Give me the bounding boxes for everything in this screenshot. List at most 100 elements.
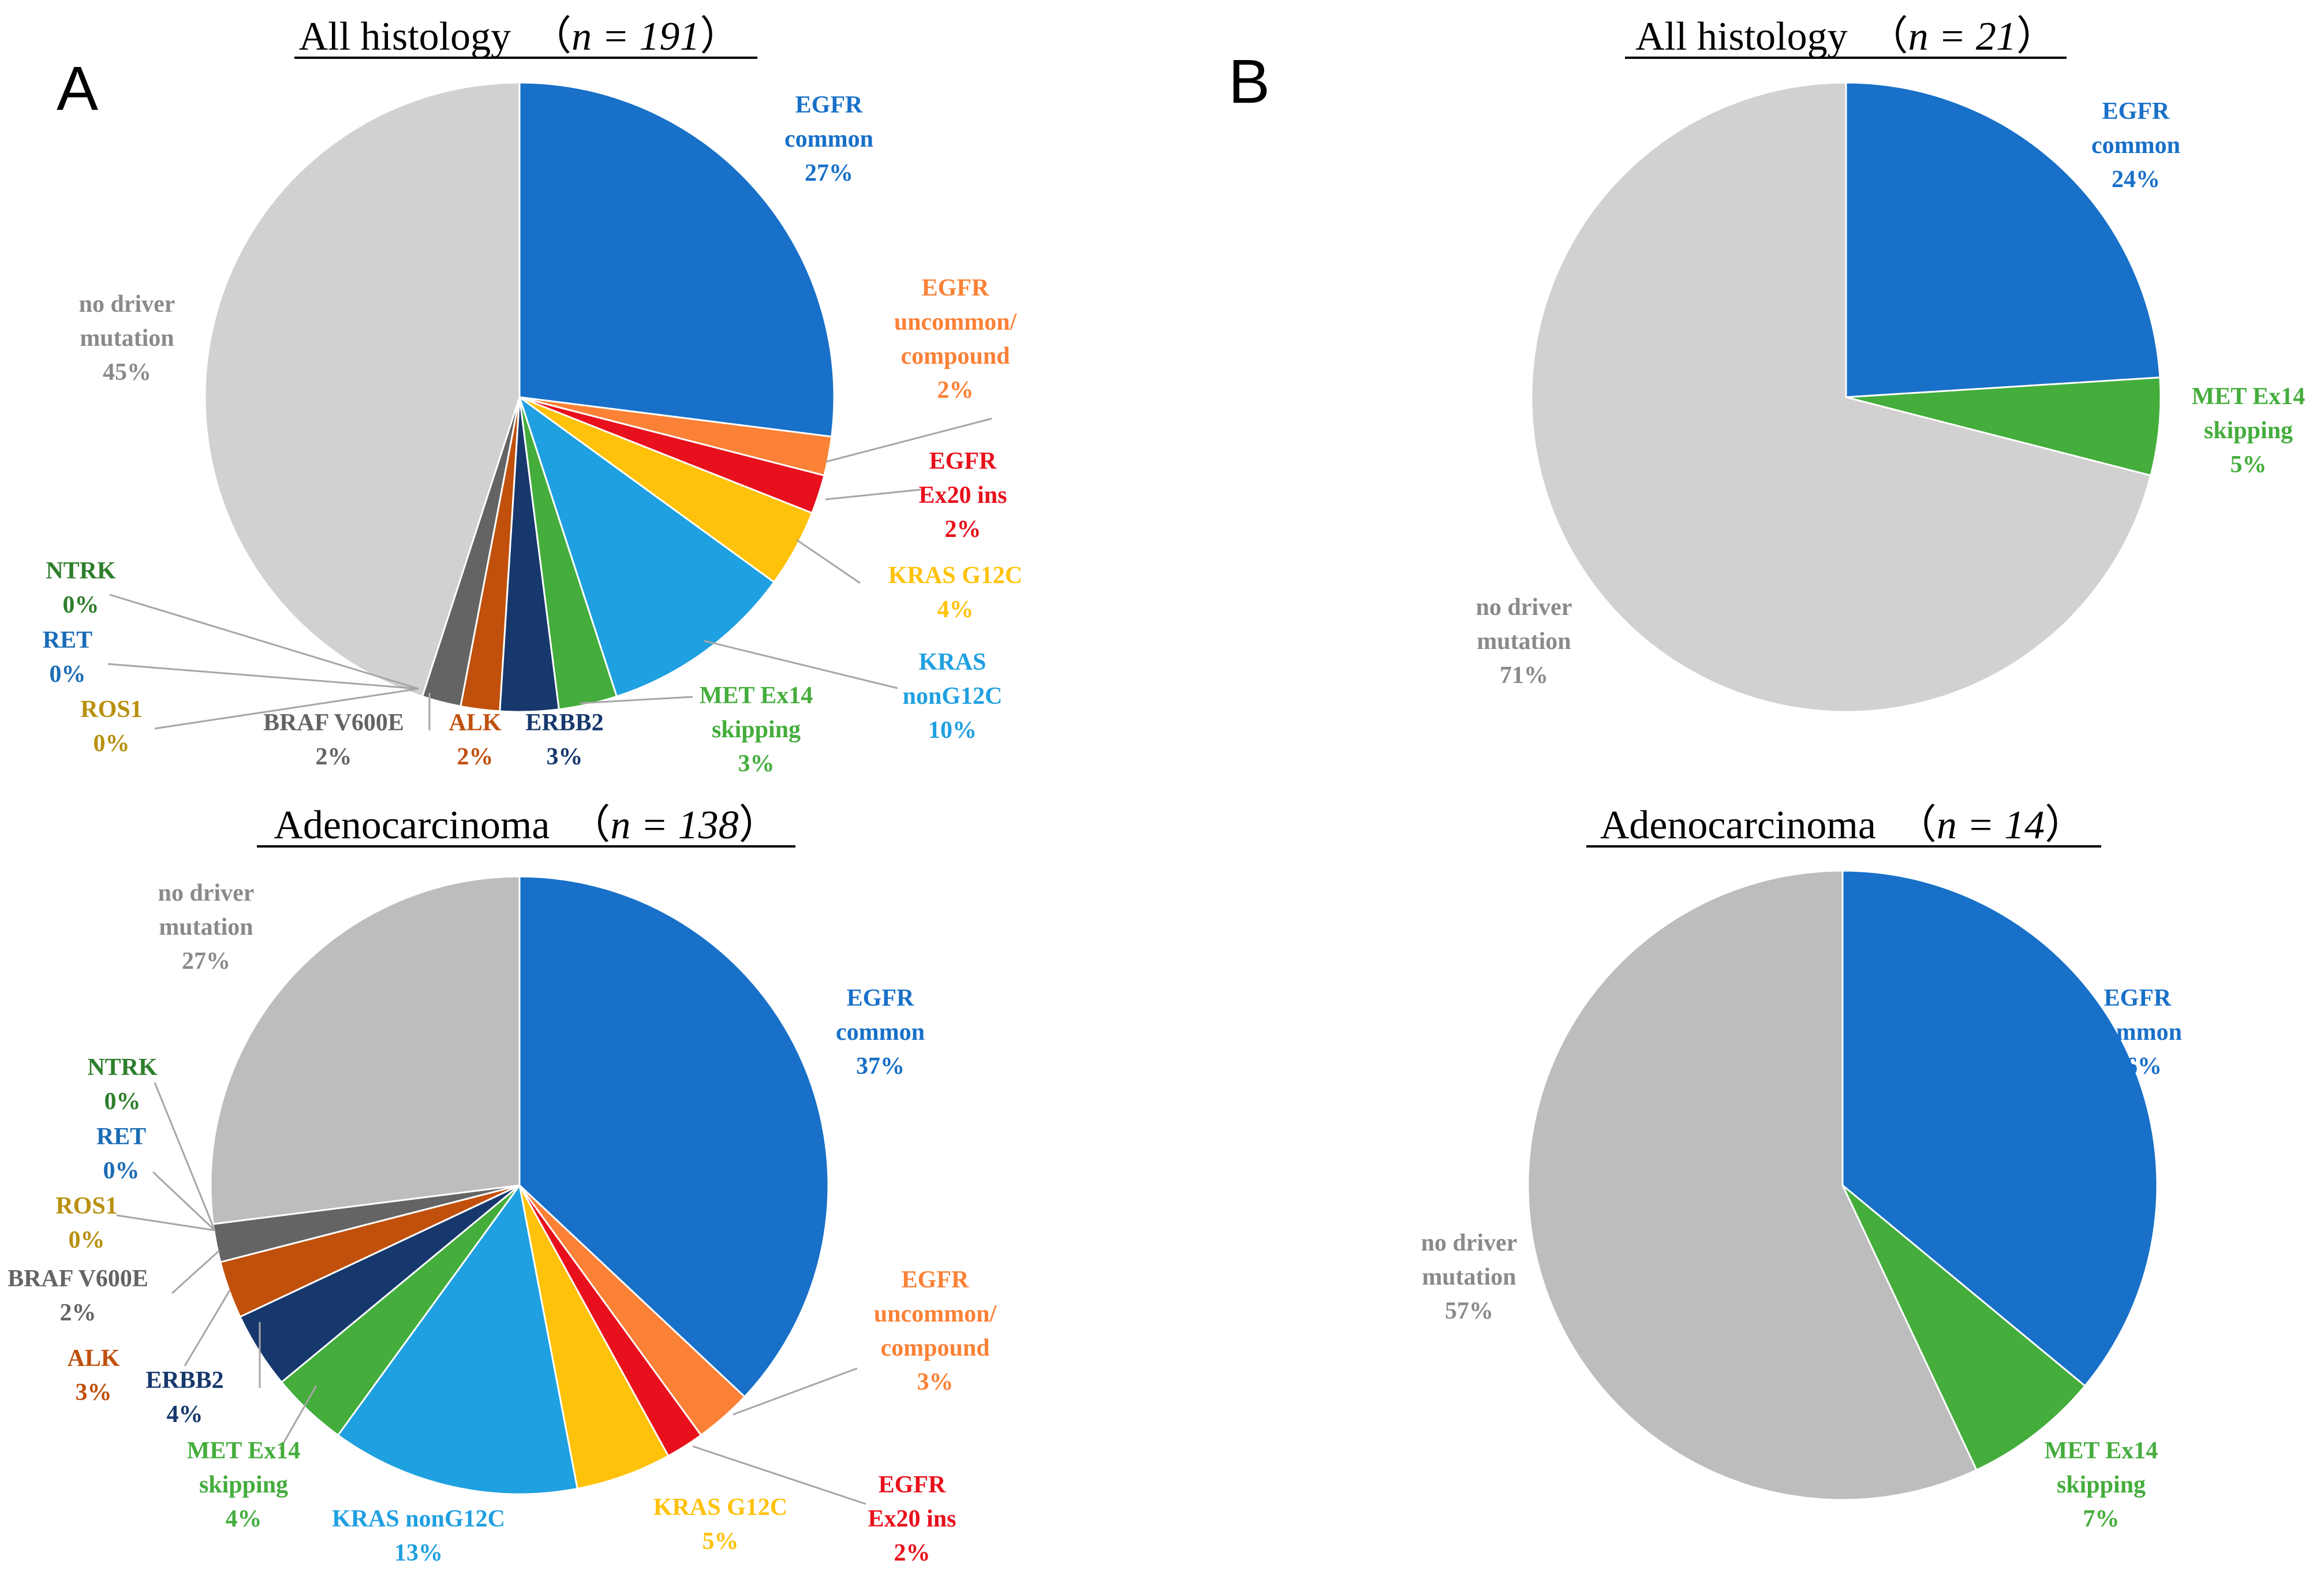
data-label-line: common: [836, 1019, 925, 1046]
data-label-egfr-common: EGFR common 27%: [784, 92, 873, 186]
data-label-line: 0%: [69, 1227, 105, 1253]
chart-title: Adenocarcinoma （n = 14）: [1600, 803, 2085, 848]
data-label-line: compound: [901, 343, 1010, 370]
data-label-line: EGFR: [2104, 985, 2172, 1012]
data-label-line: 3%: [76, 1379, 112, 1406]
data-label-line: 2%: [937, 377, 974, 404]
data-label-no-driver-mutation: no driver mutation 27%: [158, 880, 255, 975]
leader-line-ntrk: [109, 594, 419, 690]
data-label-alk: ALK 3%: [67, 1345, 119, 1406]
data-label-egfr-ex20-ins: EGFR Ex20 ins 2%: [919, 448, 1007, 543]
data-label-egfr-uncommon-compound: EGFR uncommon/compound 3%: [874, 1267, 997, 1395]
data-label-line: RET: [43, 627, 92, 654]
data-label-line: 27%: [182, 948, 230, 975]
data-label-kras-g12c: KRAS G12C 4%: [888, 562, 1022, 623]
leader-line-kras-g12c: [796, 539, 861, 584]
slice-no-driver-mutation: [1530, 81, 2152, 713]
slice-egfr-common: [518, 81, 835, 438]
data-label-line: 2%: [316, 744, 352, 770]
data-label-line: 7%: [2083, 1506, 2120, 1532]
data-label-line: KRAS G12C: [888, 562, 1022, 589]
data-label-line: skipping: [712, 716, 801, 743]
data-label-line: EGFR: [795, 92, 863, 118]
data-label-ntrk: NTRK 0%: [46, 558, 116, 618]
data-label-line: 3%: [547, 744, 583, 770]
data-label-line: 0%: [94, 730, 130, 757]
data-label-met-ex14-skipping: MET Ex14 skipping 5%: [2192, 383, 2305, 478]
leader-line-alk: [184, 1290, 231, 1367]
panel-label-a: A: [57, 53, 98, 123]
data-label-line: ROS1: [55, 1193, 117, 1219]
data-label-line: skipping: [199, 1472, 288, 1498]
data-label-ros1: ROS1 0%: [80, 696, 142, 757]
pie-chart-all-histology-b: All histology （n = 21） EGFR common 24% MET …: [1476, 14, 2305, 713]
data-label-line: EGFR: [929, 448, 997, 475]
data-label-line: 10%: [928, 717, 977, 744]
data-label-line: 4%: [167, 1401, 203, 1428]
pie-chart-all-histology-a: All histology （n = 191） EGFR common 27%EGF…: [43, 14, 1022, 777]
data-label-met-ex14-skipping: MET Ex14 skipping 4%: [187, 1438, 300, 1532]
data-label-erbb2: ERBB2 4%: [145, 1367, 223, 1428]
data-label-egfr-common: EGFR common 37%: [836, 985, 925, 1080]
data-label-line: ERBB2: [145, 1367, 223, 1394]
data-label-kras-nong12c: KRAS nonG12C 13%: [332, 1506, 505, 1566]
data-label-egfr-common: EGFR common 24%: [2091, 98, 2180, 193]
data-label-line: common: [784, 126, 873, 152]
data-label-line: 27%: [805, 160, 853, 186]
slice-egfr-common: [1845, 81, 2161, 398]
leader-line-kras-nong12c: [704, 640, 898, 689]
data-label-line: EGFR: [922, 275, 989, 301]
data-label-line: 24%: [2112, 166, 2160, 193]
data-label-no-driver-mutation: no driver mutation 71%: [1476, 594, 1572, 689]
data-label-line: 2%: [894, 1540, 931, 1566]
data-label-line: 4%: [937, 596, 974, 623]
data-label-line: mutation: [80, 325, 174, 352]
data-label-line: 2%: [60, 1300, 96, 1326]
data-label-braf-v600e: BRAF V600E 2%: [263, 710, 404, 770]
data-label-line: 0%: [104, 1088, 141, 1115]
leader-line-ret: [107, 663, 419, 690]
leader-line-ret: [152, 1171, 216, 1231]
data-label-line: EGFR: [847, 985, 914, 1012]
data-label-line: 13%: [394, 1540, 443, 1566]
slice-egfr-common: [1841, 869, 2158, 1387]
data-label-line: common: [2093, 1019, 2182, 1046]
data-label-egfr-common: EGFR common 36%: [2093, 985, 2182, 1080]
data-label-line: mutation: [1422, 1264, 1516, 1290]
data-label-line: compound: [880, 1335, 989, 1361]
data-label-erbb2: ERBB2 3%: [525, 710, 603, 770]
leader-line-met-ex14-skipping: [279, 1385, 317, 1450]
data-label-kras-nong12c: KRAS nonG12C 10%: [903, 649, 1003, 744]
panel-label-b: B: [1228, 46, 1270, 116]
data-label-line: 45%: [103, 359, 151, 386]
pie-chart-adenocarcinoma-a: Adenocarcinoma （n = 138） EGFR common 37%EG…: [8, 803, 997, 1566]
chart-title: All histology （n = 21）: [1635, 14, 2057, 59]
data-label-line: EGFR: [2102, 98, 2170, 125]
slice-no-driver-mutation: [1527, 869, 1978, 1501]
data-label-line: uncommon/: [894, 309, 1018, 335]
data-label-line: Ex20 ins: [868, 1506, 956, 1532]
data-label-line: MET Ex14: [2192, 383, 2305, 410]
data-label-ntrk: NTRK 0%: [87, 1054, 158, 1115]
slice-egfr-common: [518, 875, 830, 1398]
data-label-line: no driver: [1421, 1230, 1518, 1256]
data-label-line: ROS1: [80, 696, 142, 723]
data-label-line: 3%: [917, 1369, 954, 1395]
data-label-line: MET Ex14: [187, 1438, 300, 1464]
leader-line-egfr-ex20-ins: [692, 1445, 866, 1505]
data-label-line: 5%: [703, 1528, 739, 1555]
data-label-line: 4%: [226, 1506, 262, 1532]
data-label-ret: RET 0%: [43, 627, 92, 688]
chart-title: All histology （n = 191）: [299, 14, 741, 59]
slice-kras-g12c: [518, 1185, 670, 1490]
data-label-no-driver-mutation: no driver mutation 57%: [1421, 1230, 1518, 1324]
data-label-line: EGFR: [902, 1267, 969, 1293]
data-label-line: 57%: [1445, 1298, 1493, 1324]
data-label-no-driver-mutation: no driver mutation 45%: [79, 291, 175, 386]
data-label-line: NTRK: [87, 1054, 158, 1081]
data-label-line: no driver: [79, 291, 175, 318]
data-label-line: BRAF V600E: [8, 1266, 148, 1292]
chart-title: Adenocarcinoma （n = 138）: [274, 803, 779, 848]
data-label-line: MET Ex14: [700, 682, 813, 709]
